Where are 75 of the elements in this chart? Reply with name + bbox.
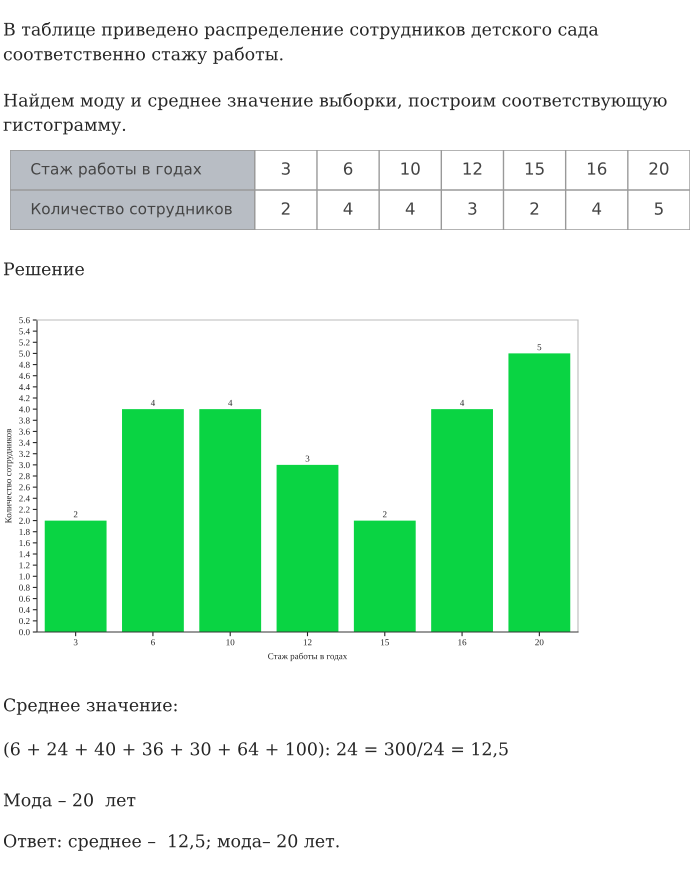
text: 15	[526, 162, 544, 175]
data-label: 4	[460, 400, 464, 406]
text: Среднее значение:	[4, 698, 177, 715]
data-label: 4	[228, 400, 232, 406]
x-tick-label: 20	[535, 639, 544, 646]
y-tick-label: 2.6	[19, 484, 30, 490]
x-axis-title: Стаж работы в годах	[268, 652, 348, 662]
text: Мода – 20 лет	[4, 793, 136, 809]
x-tick-label: 10	[226, 639, 234, 646]
y-tick-label: 1.8	[20, 528, 30, 535]
text: 2	[282, 202, 290, 215]
x-tick-label: 3	[74, 639, 78, 646]
bar	[122, 409, 184, 632]
bar	[199, 409, 262, 632]
y-tick-label: 4.6	[18, 372, 30, 379]
y-tick-label: 1.2	[20, 562, 30, 568]
bar	[354, 520, 416, 632]
text: 4	[592, 202, 602, 215]
text: В таблице приведено распределение сотрудников детского сада соответственно стажу работы.	[4, 22, 598, 64]
y-tick-label: 2.0	[19, 518, 30, 524]
y-tick-label: 4.2	[18, 395, 30, 402]
text: Решение	[4, 262, 84, 276]
y-tick-label: 2.8	[19, 473, 30, 480]
y-tick-label: 1.4	[20, 551, 30, 558]
text: 5	[654, 202, 663, 215]
y-tick-label: 4.0	[18, 406, 30, 412]
x-tick-label: 16	[458, 639, 466, 646]
bar	[431, 409, 493, 632]
text: 3	[468, 202, 476, 215]
text: Стаж работы в годах	[31, 162, 202, 178]
text: 3	[282, 162, 290, 175]
text: 2	[530, 202, 538, 215]
data-label: 2	[382, 511, 387, 518]
x-tick-label: 15	[381, 639, 389, 646]
y-tick-label: 1.0	[20, 573, 30, 580]
text: Ответ: среднее – 12,5; мода– 20 лет.	[4, 834, 339, 851]
text: 12	[464, 162, 482, 175]
y-tick-label: 4.8	[18, 362, 30, 368]
y-tick-label: 0.8	[19, 584, 30, 591]
bar	[44, 520, 107, 632]
data-label: 5	[538, 344, 542, 350]
y-tick-label: 0.0	[19, 629, 30, 636]
text: 4	[406, 202, 415, 215]
y-tick-label: 3.0	[19, 462, 30, 468]
y-tick-label: 5.4	[19, 328, 30, 334]
text: 4	[344, 202, 352, 215]
data-label: 4	[150, 400, 156, 406]
bar	[276, 464, 338, 632]
y-tick-label: 4.4	[18, 384, 30, 390]
text: Найдем моду и среднее значение выборки, построим соответствующую гистограмму.	[4, 93, 667, 135]
y-tick-label: 2.4	[19, 495, 30, 502]
data-label: 2	[74, 511, 78, 518]
text: 6	[344, 162, 352, 175]
y-tick-label: 0.6	[19, 596, 30, 602]
x-tick-label: 12	[304, 639, 312, 646]
y-tick-label: 3.4	[19, 440, 30, 446]
y-tick-label: 2.2	[19, 506, 30, 513]
y-tick-label: 5.6	[19, 317, 30, 324]
y-tick-label: 3.2	[19, 450, 30, 457]
data-label: 3	[306, 456, 310, 462]
text: 10	[401, 162, 420, 175]
y-tick-label: 3.6	[19, 428, 30, 435]
text: Количество сотрудников	[32, 203, 232, 218]
x-tick-label: 6	[151, 639, 155, 646]
y-tick-label: 5.2	[19, 339, 30, 346]
y-tick-label: 1.6	[20, 540, 30, 546]
y-tick-label: 3.8	[19, 417, 30, 424]
y-tick-label: 0.4	[19, 606, 30, 613]
bar	[508, 353, 570, 632]
text: (6 + 24 + 40 + 36 + 30 + 64 + 100): 24 = 300/24 = 12,5	[4, 742, 508, 758]
y-tick-label: 5.0	[19, 350, 30, 357]
text: 20	[650, 162, 668, 175]
y-tick-label: 0.2	[19, 618, 30, 624]
y-axis-title: Количество сотрудников	[5, 428, 14, 524]
text: 16	[588, 162, 606, 175]
